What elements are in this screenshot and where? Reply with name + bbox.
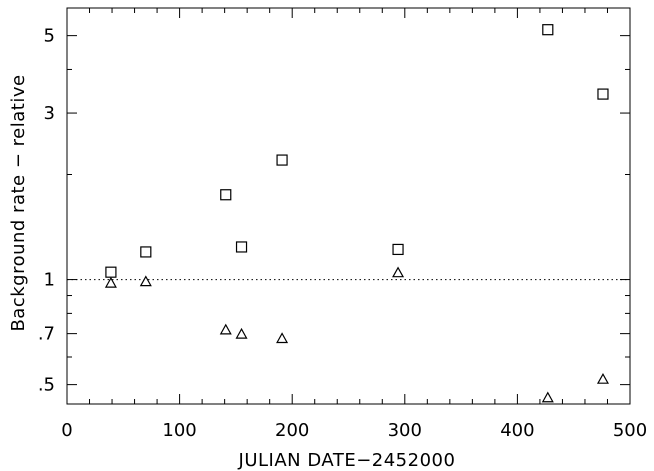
x-tick-label: 300 xyxy=(388,420,422,441)
x-tick-label: 100 xyxy=(162,420,196,441)
y-tick-label: .7 xyxy=(38,324,55,345)
square-marker xyxy=(276,154,288,166)
x-axis-label: JULIAN DATE−2452000 xyxy=(238,450,456,471)
x-tick-label: 0 xyxy=(61,420,72,441)
square-marker xyxy=(392,243,404,256)
x-tick-label: 400 xyxy=(500,420,534,441)
triangle-marker xyxy=(235,327,248,339)
square-marker xyxy=(597,88,609,100)
triangle-marker xyxy=(219,323,232,335)
data-points xyxy=(104,24,609,403)
triangle-marker xyxy=(596,372,609,384)
triangle-marker xyxy=(276,332,289,344)
square-marker xyxy=(542,24,554,36)
triangle-marker xyxy=(392,266,405,278)
plot-border xyxy=(66,7,631,405)
y-tick-label: 3 xyxy=(44,103,55,124)
square-marker xyxy=(105,266,117,278)
y-tick-label: .5 xyxy=(38,375,55,396)
triangle-marker xyxy=(104,276,117,288)
plot-frame xyxy=(66,7,631,405)
square-marker xyxy=(220,189,232,201)
square-marker xyxy=(140,246,152,258)
triangle-marker xyxy=(541,391,554,403)
x-tick-label: 500 xyxy=(613,420,647,441)
y-tick-label: 1 xyxy=(44,270,55,291)
y-tick-label: 5 xyxy=(44,26,55,47)
tick-labels: 0 100 200 300 400 500 .5 .7 1 3 5 xyxy=(38,26,647,441)
triangle-marker xyxy=(139,275,152,287)
axis-ticks xyxy=(66,8,631,404)
square-marker xyxy=(235,241,248,253)
x-tick-label: 200 xyxy=(275,420,309,441)
y-axis-label: Background rate − relative xyxy=(8,74,29,331)
